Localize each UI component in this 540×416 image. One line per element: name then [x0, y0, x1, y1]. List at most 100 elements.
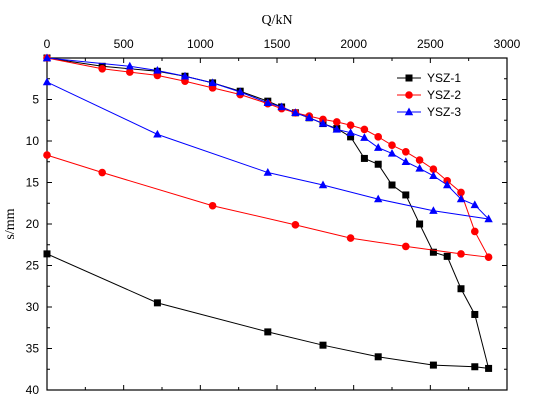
data-point [291, 108, 300, 116]
data-point [42, 53, 52, 62]
data-point [374, 143, 383, 151]
data-point [429, 361, 437, 369]
data-point [277, 102, 286, 111]
data-point [415, 163, 424, 172]
data-point [305, 113, 314, 121]
data-point [471, 227, 479, 236]
x-tick-label: 1000 [187, 37, 214, 51]
data-point [415, 156, 424, 164]
data-point [484, 253, 493, 261]
data-point [456, 194, 466, 203]
axis-ticks: 0 500 1000 1500 2000 2500 3000 5 10 15 20 25 30 35 40 [26, 37, 521, 397]
legend-label: YSZ-2 [427, 88, 461, 102]
data-point [360, 125, 369, 134]
data-point [387, 148, 397, 157]
data-point [153, 129, 162, 138]
data-point [346, 121, 355, 130]
data-point [347, 133, 355, 141]
data-point [457, 285, 465, 293]
data-point [360, 133, 369, 141]
series-line [46, 57, 490, 220]
data-point [153, 299, 161, 307]
y-tick-label: 35 [26, 342, 40, 356]
y-tick-label: 10 [26, 134, 40, 148]
data-point [208, 201, 217, 210]
data-point [318, 180, 328, 189]
data-point [263, 168, 272, 176]
legend-marker [405, 74, 413, 82]
data-point [332, 124, 341, 133]
data-point [374, 133, 383, 141]
data-point [402, 242, 410, 251]
series-ysz-3 [42, 53, 493, 223]
data-point [443, 252, 451, 260]
data-point [374, 353, 382, 361]
data-point [457, 250, 465, 258]
data-point [429, 171, 438, 180]
data-point [208, 78, 217, 87]
y-tick-label: 15 [26, 176, 40, 190]
legend-item: YSZ-3 [397, 105, 461, 119]
data-point [333, 118, 341, 126]
data-point [374, 160, 382, 168]
data-point [470, 200, 479, 209]
data-point [125, 61, 134, 70]
data-point [264, 328, 272, 336]
x-tick-label: 500 [114, 37, 134, 51]
data-point [401, 157, 410, 165]
data-point [485, 364, 493, 372]
data-point [43, 250, 51, 258]
y-tick-label: 20 [26, 217, 40, 231]
data-point [291, 221, 300, 229]
x-tick-label: 2000 [340, 37, 367, 51]
data-point [180, 71, 190, 80]
legend-marker [404, 107, 414, 116]
legend-item: YSZ-2 [397, 88, 461, 102]
x-tick-label: 3000 [494, 37, 521, 51]
data-point [471, 363, 479, 371]
data-point [402, 191, 410, 199]
data-point [346, 234, 355, 242]
data-point [388, 141, 396, 149]
data-point [429, 206, 438, 214]
data-point [360, 154, 368, 162]
x-tick-label: 2500 [417, 37, 444, 51]
y-tick-label: 5 [32, 93, 39, 107]
x-tick-label: 1500 [264, 37, 291, 51]
data-point [346, 128, 355, 136]
data-point [443, 180, 452, 189]
legend-label: YSZ-3 [427, 105, 461, 119]
data-point [484, 214, 493, 223]
data-point [98, 64, 106, 73]
data-point [402, 147, 410, 156]
series-ysz-2 [43, 54, 493, 261]
legend-item: YSZ-1 [397, 71, 461, 85]
x-axis-title: Q/kN [261, 13, 292, 28]
data-point [471, 310, 479, 318]
series-layer [42, 53, 493, 372]
data-point [42, 77, 52, 86]
y-tick-label: 40 [26, 383, 40, 397]
data-point [43, 151, 51, 159]
data-point [457, 188, 465, 197]
data-point [416, 220, 424, 228]
data-point [429, 165, 438, 174]
legend-label: YSZ-1 [427, 71, 461, 85]
y-axis-title: s/mm [3, 208, 18, 239]
data-point [126, 68, 134, 76]
y-tick-label: 25 [26, 259, 40, 273]
data-point [318, 119, 328, 127]
y-tick-label: 30 [26, 300, 40, 314]
x-tick-label: 0 [44, 37, 51, 51]
data-point [98, 168, 106, 177]
data-point [236, 87, 245, 96]
data-point [374, 194, 383, 203]
data-point [388, 181, 396, 189]
legend: YSZ-1 YSZ-2 YSZ-3 [397, 71, 461, 119]
legend-marker [405, 91, 413, 99]
data-point [153, 65, 162, 74]
data-point [263, 98, 272, 107]
data-point [319, 341, 327, 349]
series-line [46, 57, 490, 370]
